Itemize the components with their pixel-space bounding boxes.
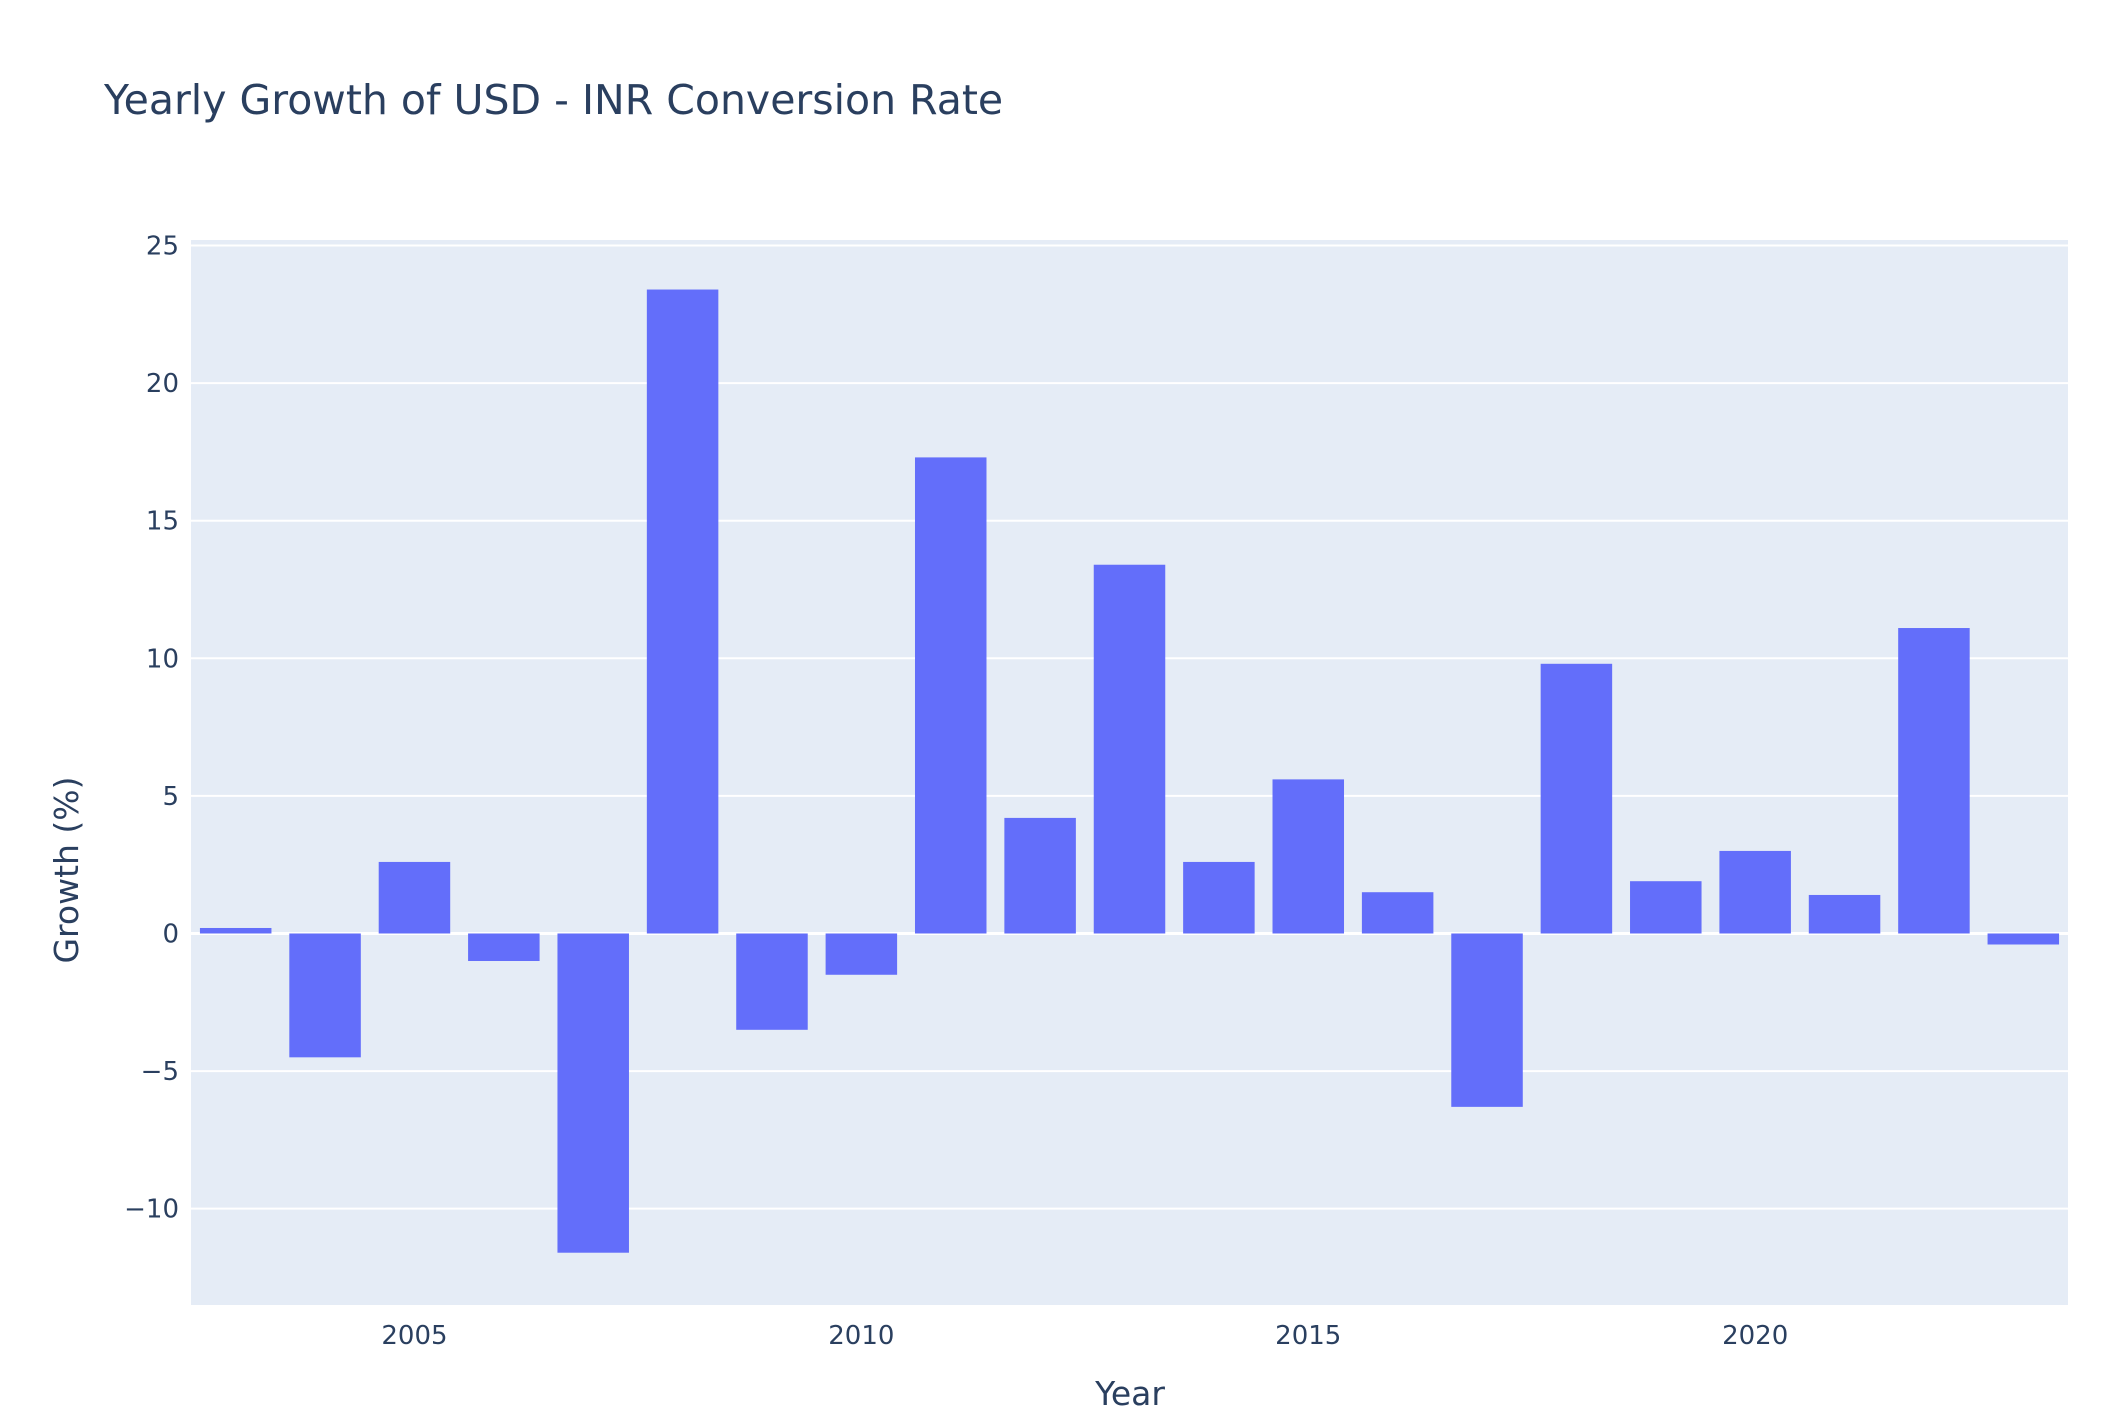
bar-2008 [646, 289, 719, 934]
x-axis-ticks: 2005 2010 2015 2020 [381, 1321, 1788, 1351]
bar-2017 [1451, 933, 1523, 1107]
bar-2012 [1004, 817, 1076, 934]
y-axis-title: Growth (%) [47, 776, 86, 963]
x-tick-label: 2005 [381, 1321, 447, 1351]
bar-2007 [557, 933, 629, 1253]
bar-2019 [1630, 881, 1702, 934]
chart-title: Yearly Growth of USD - INR Conversion Ra… [103, 76, 1003, 124]
y-tick-label: 25 [146, 232, 179, 262]
bar-2023 [1987, 933, 2060, 945]
bar-2011 [914, 457, 987, 934]
bar-2010 [825, 933, 898, 975]
bars [199, 289, 2060, 1253]
bar-2021 [1808, 894, 1881, 934]
bar-2003 [199, 927, 272, 934]
y-tick-label: 0 [162, 919, 179, 949]
y-tick-label: 15 [146, 507, 179, 537]
x-tick-label: 2015 [1275, 1321, 1341, 1351]
bar-2006 [468, 933, 540, 962]
bar-2016 [1361, 892, 1434, 934]
bar-2022 [1898, 628, 1970, 934]
y-tick-label: −10 [124, 1195, 179, 1225]
bar-2018 [1540, 663, 1613, 934]
x-axis-title: Year [1094, 1374, 1165, 1413]
bar-2020 [1719, 850, 1791, 934]
bar-2004 [289, 933, 361, 1058]
y-tick-label: 10 [146, 644, 179, 674]
bar-2005 [378, 861, 451, 934]
bar-2015 [1272, 779, 1345, 934]
x-tick-label: 2010 [828, 1321, 894, 1351]
x-tick-label: 2020 [1722, 1321, 1788, 1351]
y-axis-ticks: −10 −5 0 5 10 15 20 25 [124, 232, 179, 1225]
bar-2009 [736, 933, 808, 1030]
y-tick-label: 5 [162, 782, 179, 812]
bar-2014 [1183, 861, 1255, 934]
y-tick-label: −5 [141, 1057, 179, 1087]
bar-2013 [1093, 564, 1166, 934]
y-tick-label: 20 [146, 369, 179, 399]
